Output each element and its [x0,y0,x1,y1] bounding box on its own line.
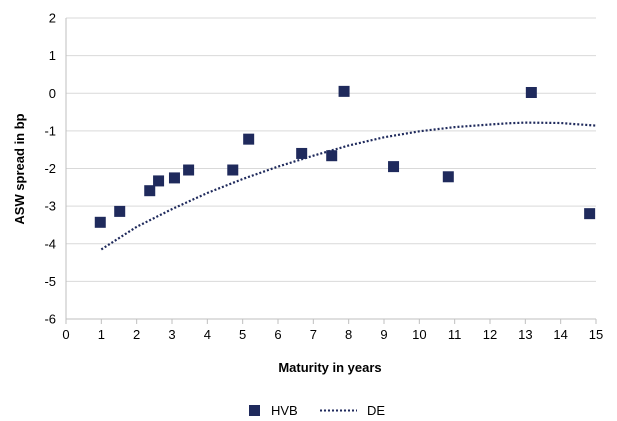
x-tick-label: 14 [553,327,567,342]
de-series-line [100,121,597,251]
x-tick-label: 4 [204,327,211,342]
hvb-data-point [183,164,195,176]
gridlines [66,17,596,282]
y-tick-label: -3 [44,199,56,214]
hvb-data-point [338,85,350,97]
legend-hvb-marker [249,405,260,416]
hvb-data-point [114,205,126,217]
hvb-data-point [296,147,308,159]
hvb-data-point [388,161,400,173]
y-tick-labels: 2 1 0 -1 -2 -3 -4 -5 -6 [44,11,56,327]
y-tick-label: 2 [49,11,56,26]
hvb-data-point [153,175,165,187]
y-tick-label: -5 [44,274,56,289]
y-tick-label: -4 [44,236,56,251]
y-tick-label: -1 [44,123,56,138]
hvb-data-point [442,171,454,183]
x-tick-label: 2 [133,327,140,342]
hvb-data-point [94,216,106,228]
y-axis-title: ASW spread in bp [12,113,27,224]
hvb-data-point [525,86,537,98]
y-tick-label: 0 [49,86,56,101]
hvb-data-point [144,185,156,197]
x-tick-label: 3 [168,327,175,342]
hvb-data-point [227,164,239,176]
x-tick-label: 5 [239,327,246,342]
de-line [100,121,597,251]
x-tick-label: 8 [345,327,352,342]
x-tick-label: 10 [412,327,426,342]
y-tick-label: -2 [44,161,56,176]
x-tick-label: 12 [483,327,497,342]
y-tick-label: -6 [44,312,56,327]
x-tick-label: 11 [448,327,462,342]
x-axis-title: Maturity in years [278,360,381,375]
x-tick-label: 9 [380,327,387,342]
hvb-data-point [584,208,596,220]
x-tick-label: 1 [98,327,105,342]
hvb-data-point [243,133,255,145]
axes [65,18,597,324]
hvb-data-point [326,150,338,162]
x-tick-labels: 0 1 2 3 4 5 6 7 8 9 10 11 12 13 14 15 [62,327,603,342]
x-tick-label: 15 [589,327,603,342]
x-tick-label: 13 [518,327,532,342]
y-tick-label: 1 [49,48,56,63]
hvb-series-markers [94,85,596,228]
x-tick-label: 6 [274,327,281,342]
x-tick-label: 0 [62,327,69,342]
legend-de-label: DE [367,403,385,418]
legend-hvb-label: HVB [271,403,298,418]
hvb-data-point [168,172,180,184]
x-tick-label: 7 [310,327,317,342]
legend: HVB DE [249,403,385,418]
